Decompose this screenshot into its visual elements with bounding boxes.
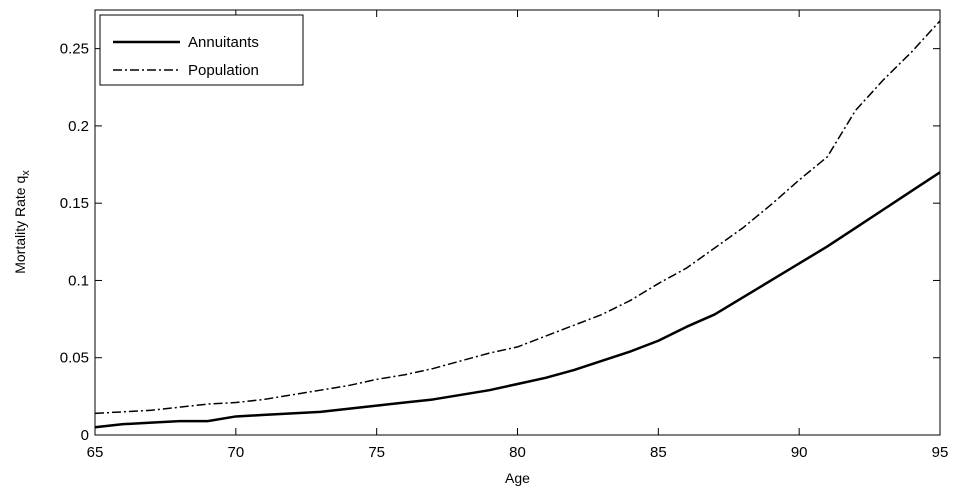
y-tick-labels: 0 0.05 0.1 0.15 0.2 0.25 xyxy=(60,41,89,444)
x-tick-label-90: 90 xyxy=(791,444,808,461)
legend-label-annuitants: Annuitants xyxy=(188,34,259,51)
x-axis-label: Age xyxy=(505,470,530,486)
y-tick-label-0-2: 0.2 xyxy=(68,118,89,135)
series-layer xyxy=(94,20,941,429)
x-tick-label-80: 80 xyxy=(509,444,526,461)
x-tick-label-95: 95 xyxy=(932,444,949,461)
x-tick-label-70: 70 xyxy=(227,444,244,461)
y-tick-label-0-25: 0.25 xyxy=(60,41,89,58)
y-axis-label: Mortality Rate qx xyxy=(12,170,32,274)
y-tick-label-0-15: 0.15 xyxy=(60,195,89,212)
legend-box xyxy=(99,14,304,86)
x-tick-label-65: 65 xyxy=(87,444,104,461)
y-axis-label-subscript: x xyxy=(20,170,32,176)
legend-label-population: Population xyxy=(188,62,259,79)
y-axis-label-main: Mortality Rate q xyxy=(12,176,28,274)
y-tick-label-0-1: 0.1 xyxy=(68,272,89,289)
y-tick-label-0: 0 xyxy=(81,427,89,444)
y-tick-label-0-05: 0.05 xyxy=(60,350,89,367)
legend: Annuitants Population xyxy=(99,14,304,86)
x-tick-label-85: 85 xyxy=(650,444,667,461)
series-line-population xyxy=(94,20,941,415)
x-tick-label-75: 75 xyxy=(368,444,385,461)
x-tick-labels: 65 70 75 80 85 90 95 xyxy=(87,444,949,461)
ticks-layer xyxy=(94,10,941,436)
series-line-annuitants xyxy=(94,171,941,429)
